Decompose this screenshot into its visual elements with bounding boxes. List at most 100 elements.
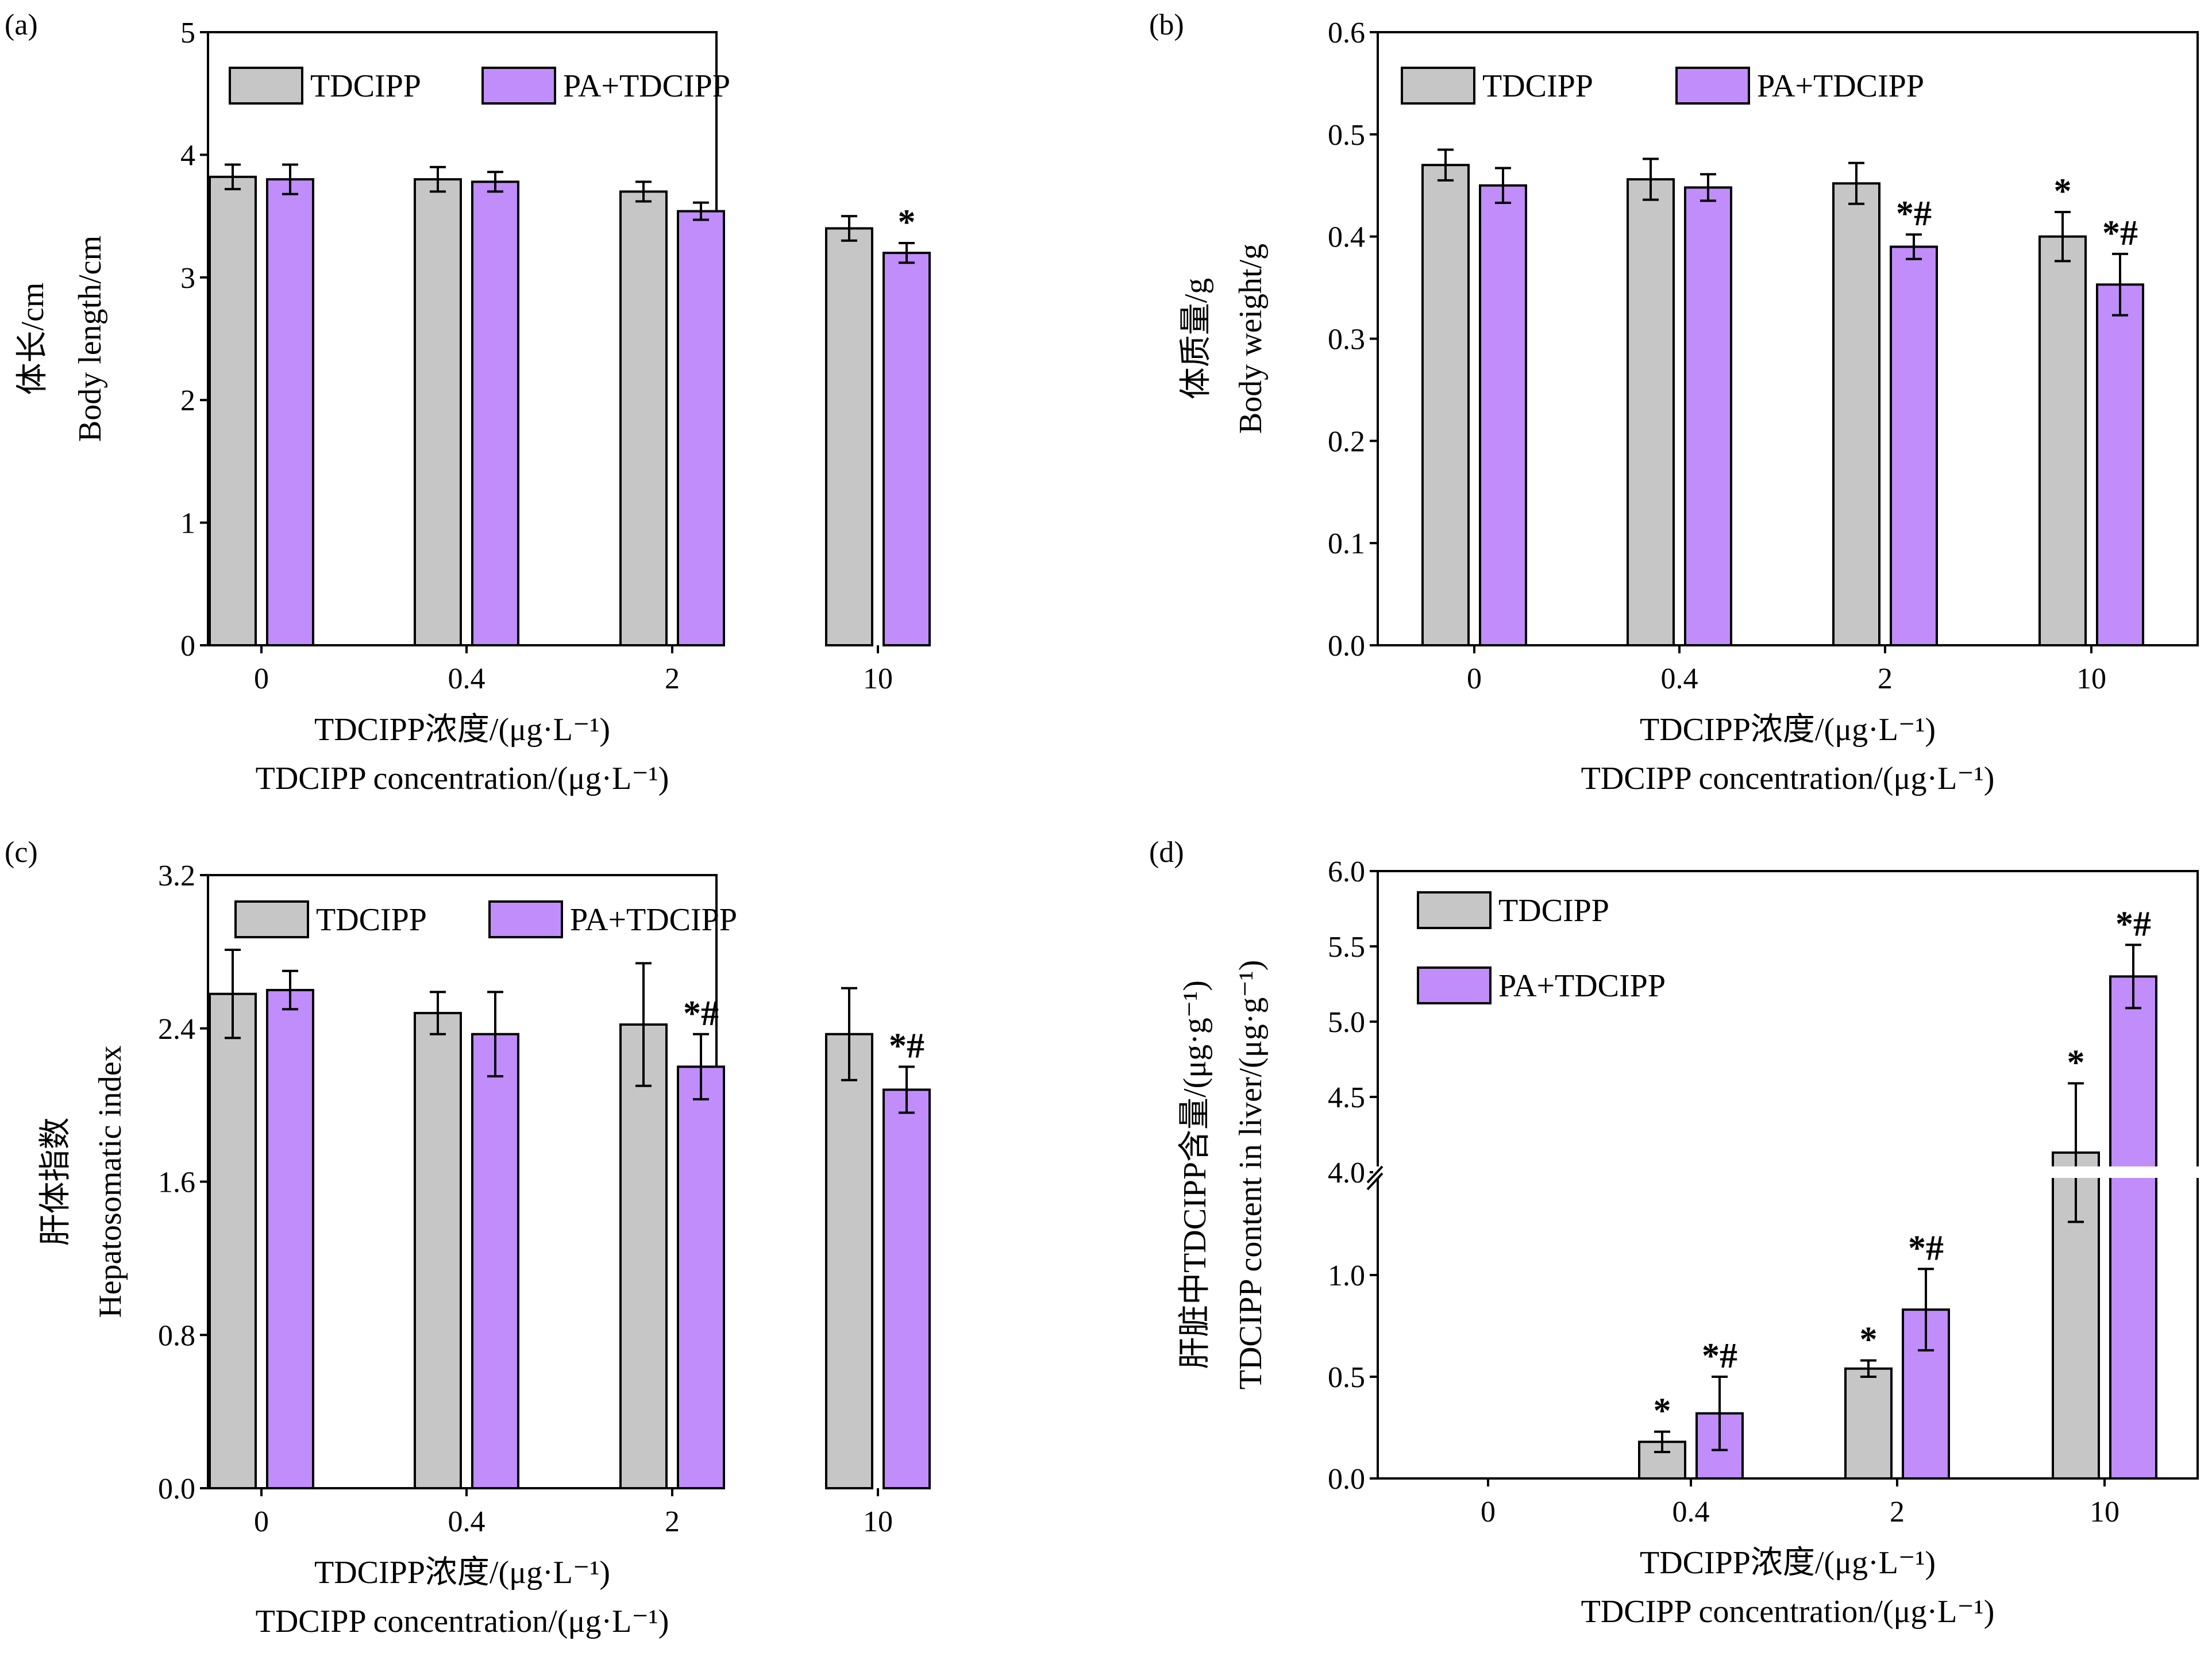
y-tick-label: 0.5 (1328, 1361, 1365, 1394)
bar (1844, 1367, 1893, 1480)
x-tick-label: 10 (2090, 1496, 2119, 1528)
y-tick-label: 2.4 (158, 1013, 195, 1046)
y-tick-label: 5.5 (1328, 931, 1365, 964)
x-tick-label: 0.4 (448, 1505, 485, 1538)
x-axis-title-en: TDCIPP concentration/(μg·L⁻¹) (1581, 1594, 1995, 1630)
x-tick-label: 2 (1890, 1496, 1905, 1528)
x-tick-label: 0 (1467, 663, 1482, 695)
y-axis-title-cn: 体质量/g (1178, 278, 1214, 400)
y-tick-label: 4.5 (1328, 1081, 1365, 1114)
y-tick-label: 0.3 (1328, 324, 1365, 356)
bar (677, 1065, 725, 1489)
panel-label: (c) (5, 836, 38, 869)
x-axis-title-cn: TDCIPP浓度/(μg·L⁻¹) (314, 712, 610, 748)
bar (471, 1033, 519, 1490)
y-axis-title-en: Body length/cm (72, 236, 108, 442)
bar (1627, 178, 1675, 646)
x-tick-label: 10 (2076, 663, 2106, 695)
y-axis-title-en: Hepatosomatic index (93, 1045, 128, 1318)
bar (1832, 182, 1880, 646)
bar (1902, 1308, 1950, 1480)
x-tick-label: 10 (863, 1505, 893, 1538)
bar (619, 190, 668, 647)
bar (209, 992, 257, 1489)
y-tick-label: 1 (180, 507, 195, 540)
axis-break-mark (1366, 1172, 1384, 1191)
significance-mark: *# (1702, 1337, 1737, 1376)
bar (677, 210, 725, 646)
bar (471, 180, 519, 646)
chart-panel-a: 0 1 2 3 4 5 0 0.4 2 10 * TDCIPP PA+TDCIPP (a) 体长/cm Bod… (5, 9, 931, 796)
legend-swatch (234, 900, 309, 938)
legend-label: TDCIPP (316, 902, 427, 938)
legend-label: PA+TDCIPP (563, 68, 730, 104)
y-axis-title-cn: 肝脏中TDCIPP含量/(μg·g⁻¹) (1177, 980, 1213, 1369)
legend-label: PA+TDCIPP (570, 902, 737, 938)
significance-mark: *# (889, 1026, 924, 1065)
legend-swatch (1417, 891, 1492, 929)
panel-label: (b) (1149, 9, 1184, 41)
bar (825, 227, 873, 646)
y-tick-label: 0.1 (1328, 527, 1365, 560)
bar (2109, 975, 2157, 1480)
x-axis-title-en: TDCIPP concentration/(μg·L⁻¹) (256, 761, 669, 796)
x-tick-label: 0.4 (1661, 663, 1698, 695)
legend-label: PA+TDCIPP (1757, 68, 1924, 104)
chart-panel-b: 0.0 0.1 0.2 0.3 0.4 0.5 0.6 0 0.4 2 10 * *# *# TDCIPP P… (1149, 9, 2199, 796)
significance-mark: * (898, 203, 916, 242)
y-tick-label: 5.0 (1328, 1006, 1365, 1039)
bar (414, 1012, 462, 1489)
y-tick-label: 3.2 (158, 860, 195, 892)
panel-label: (d) (1149, 836, 1184, 869)
y-tick-label: 0.2 (1328, 425, 1365, 458)
y-tick-label: 0.0 (158, 1473, 195, 1505)
significance-mark: *# (1908, 1228, 1944, 1268)
significance-mark: *# (683, 994, 719, 1033)
legend-label: PA+TDCIPP (1498, 968, 1666, 1004)
significance-mark: *# (2115, 904, 2151, 943)
x-tick-label: 2 (665, 663, 680, 695)
y-tick-label: 4.0 (1328, 1157, 1365, 1189)
bar (2096, 283, 2144, 646)
significance-mark: * (1654, 1392, 1671, 1431)
bar (825, 1033, 873, 1490)
x-tick-label: 0 (254, 663, 269, 695)
y-axis-title-cn: 肝体指数 (38, 1118, 74, 1246)
significance-mark: * (2067, 1043, 2085, 1082)
significance-mark: *# (2102, 214, 2138, 253)
bar (2038, 235, 2087, 646)
x-tick-label: 0 (1481, 1496, 1496, 1528)
x-axis-title-en: TDCIPP concentration/(μg·L⁻¹) (256, 1604, 669, 1639)
x-tick-label: 0.4 (448, 663, 485, 695)
chart-panel-d: 0.0 0.5 1.0 4.0 4.5 5.0 5.5 6.0 0 0.4 2 10 * * * *# *# *#… (1149, 836, 2202, 1630)
y-tick-label: 1.6 (158, 1166, 195, 1199)
y-axis-title-cn: 体长/cm (15, 283, 51, 395)
x-tick-label: 2 (665, 1505, 680, 1538)
y-tick-label: 0.5 (1328, 119, 1365, 152)
y-tick-label: 0.8 (158, 1319, 195, 1352)
legend-swatch (1675, 67, 1750, 105)
bar (1890, 245, 1938, 646)
y-tick-label: 6.0 (1328, 856, 1365, 888)
legend-swatch (1401, 67, 1475, 105)
bar (209, 175, 257, 646)
legend-swatch (481, 67, 556, 105)
legend-label: TDCIPP (310, 68, 421, 104)
legend-label: TDCIPP (1498, 893, 1609, 929)
x-tick-label: 10 (863, 663, 893, 695)
axis-break-gap (1373, 1166, 2202, 1178)
y-tick-label: 1.0 (1328, 1260, 1365, 1292)
panel-label: (a) (5, 9, 38, 41)
y-axis-title-en: TDCIPP content in liver/(μg·g⁻¹) (1233, 960, 1269, 1390)
x-axis-title-cn: TDCIPP浓度/(μg·L⁻¹) (1640, 712, 1936, 748)
legend-swatch (229, 67, 303, 105)
bar (1421, 164, 1470, 646)
legend-swatch (1417, 966, 1492, 1004)
y-tick-label: 0.0 (1328, 630, 1365, 663)
x-tick-label: 0.4 (1673, 1496, 1710, 1528)
bar (1684, 186, 1732, 647)
x-axis-title-cn: TDCIPP浓度/(μg·L⁻¹) (1640, 1545, 1936, 1581)
y-axis-title-en: Body weight/g (1233, 244, 1269, 434)
x-axis-title-cn: TDCIPP浓度/(μg·L⁻¹) (314, 1555, 610, 1590)
